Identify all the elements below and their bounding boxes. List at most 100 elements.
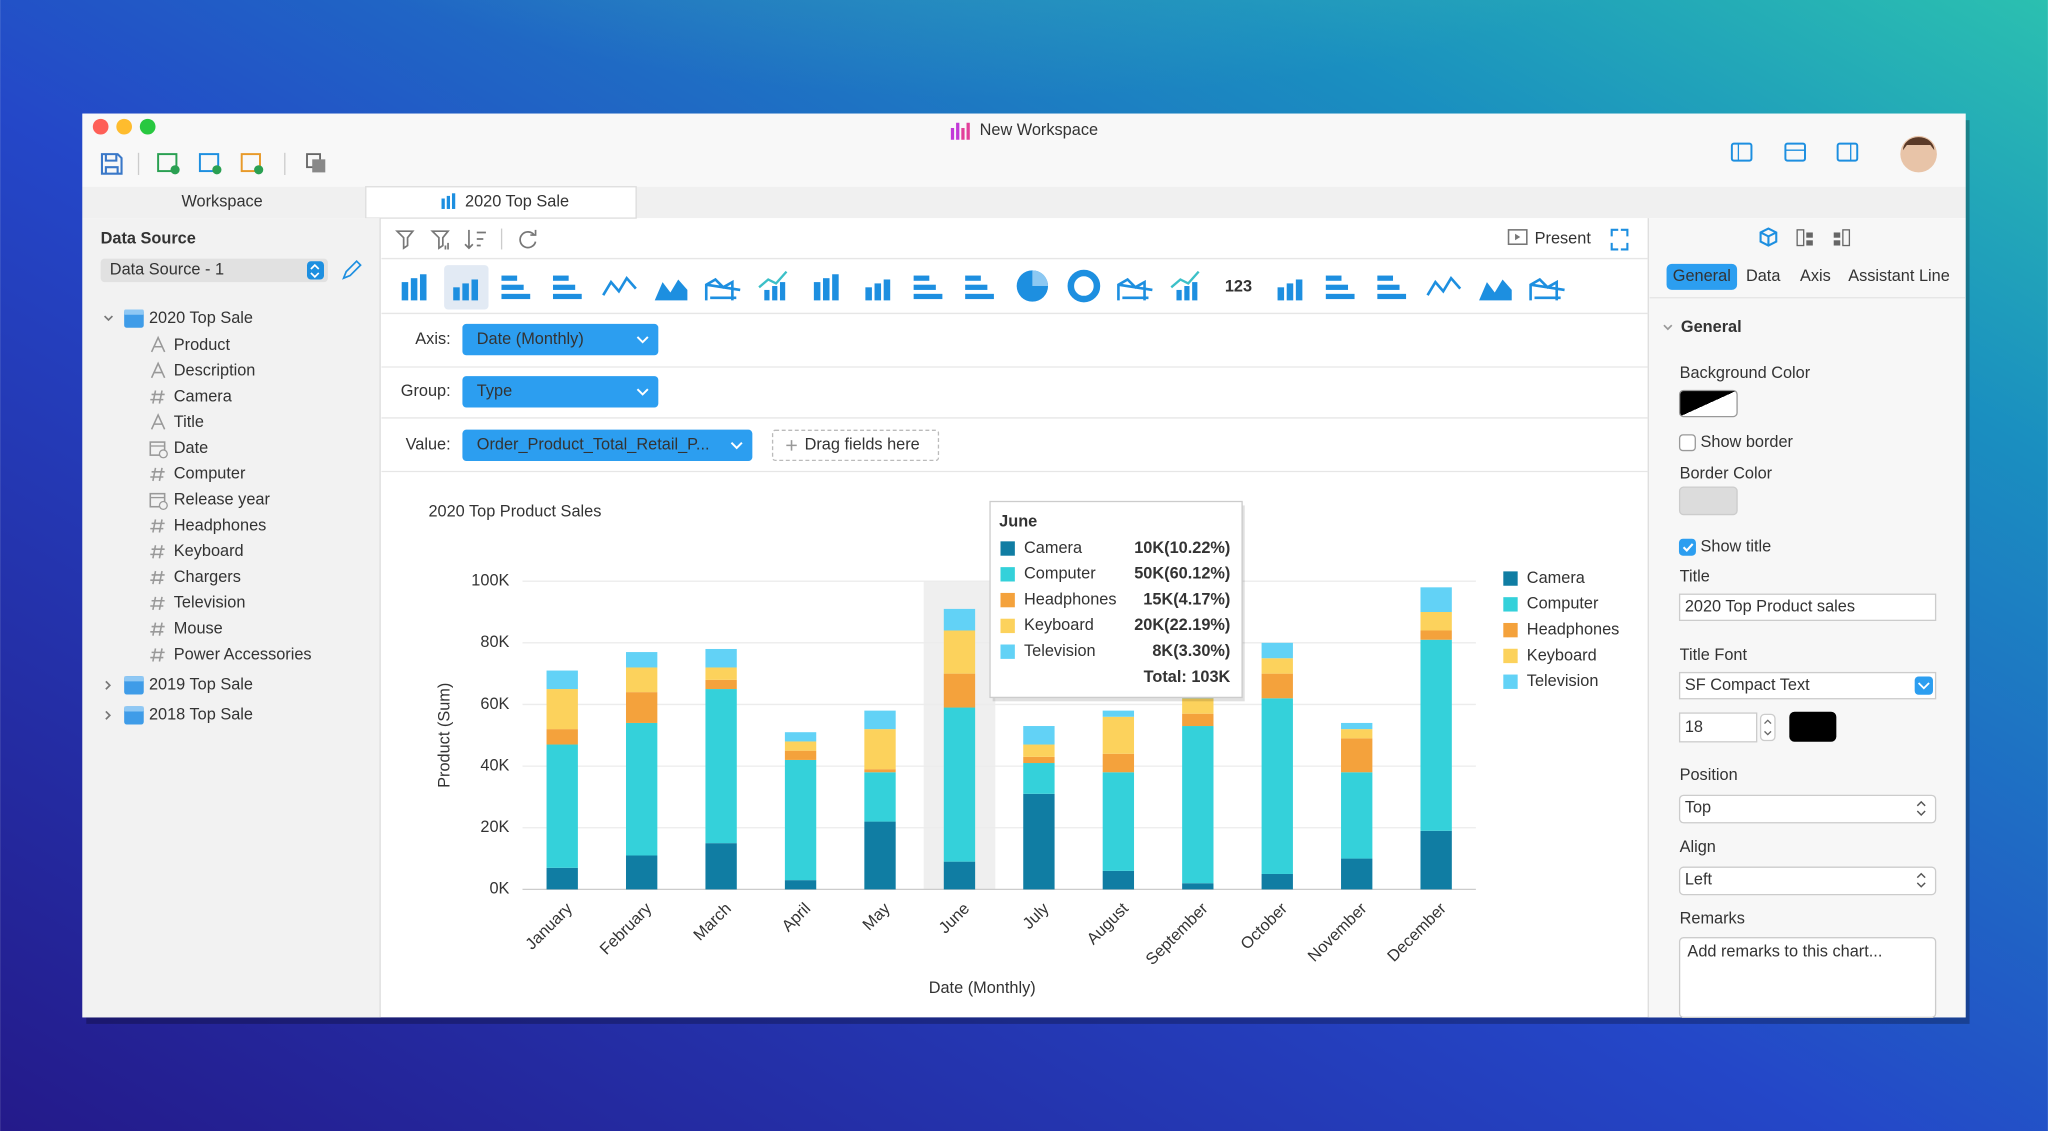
chart-type-icon[interactable]: [704, 277, 741, 301]
chart-type-icon[interactable]: 123: [1225, 278, 1252, 296]
layout-toggle[interactable]: [1730, 142, 1753, 162]
field-item[interactable]: Keyboard: [174, 542, 244, 560]
panel-icon[interactable]: [1759, 227, 1778, 247]
chart-type-icon[interactable]: [1529, 277, 1565, 301]
chart-type-icon[interactable]: [453, 287, 460, 301]
chart-type-icon[interactable]: [401, 282, 409, 301]
panel-tab[interactable]: Axis: [1800, 267, 1831, 285]
legend-label[interactable]: Camera: [1527, 569, 1586, 587]
font-size-stepper[interactable]: [1759, 713, 1776, 742]
panel-tab[interactable]: General: [1673, 267, 1731, 285]
refresh-icon[interactable]: [519, 229, 537, 249]
filter-icon[interactable]: [395, 230, 415, 250]
chart-type-icon[interactable]: [1377, 275, 1394, 281]
chart-type-icon[interactable]: [1184, 286, 1190, 301]
chart-type-icon[interactable]: [1479, 279, 1512, 301]
chart-type-icon[interactable]: [1192, 282, 1198, 301]
legend-label[interactable]: Television: [1527, 672, 1599, 690]
font-select[interactable]: [1678, 671, 1937, 700]
shelf-pill[interactable]: [462, 376, 659, 408]
chart-type-icon[interactable]: [1426, 275, 1462, 296]
checkbox[interactable]: [1678, 538, 1696, 556]
shelf-pill[interactable]: [462, 323, 659, 356]
legend-label[interactable]: Computer: [1527, 595, 1599, 613]
toolbar-icon[interactable]: [240, 153, 261, 173]
chart-type-icon[interactable]: [779, 282, 786, 301]
drop-zone[interactable]: [771, 429, 940, 462]
minimize-button[interactable]: [116, 118, 132, 135]
select[interactable]: [1678, 794, 1937, 824]
chart-type-icon[interactable]: [1277, 287, 1285, 301]
remarks-input[interactable]: [1678, 937, 1937, 1019]
chart-type-icon[interactable]: [501, 293, 531, 300]
chart-type-icon[interactable]: [552, 275, 569, 281]
data-source-select[interactable]: [100, 258, 328, 283]
field-item[interactable]: Headphones: [174, 516, 267, 534]
panel-tab[interactable]: Assistant Line: [1848, 267, 1950, 285]
zoom-button[interactable]: [139, 118, 156, 135]
toolbar-icon[interactable]: [157, 153, 178, 173]
chart-type-icon[interactable]: [1295, 279, 1303, 301]
chart-type-icon[interactable]: [1117, 277, 1153, 301]
chart-type-icon[interactable]: [410, 278, 418, 301]
select[interactable]: [1678, 866, 1937, 896]
chart-type-icon[interactable]: [471, 279, 479, 301]
chart-type-icon[interactable]: [764, 289, 770, 301]
tab-label[interactable]: Workspace: [181, 193, 262, 211]
chart-type-icon[interactable]: [1325, 293, 1355, 300]
present-button[interactable]: Present: [1535, 229, 1592, 247]
title-input[interactable]: [1678, 593, 1937, 622]
chart-type-icon[interactable]: [874, 283, 882, 301]
edit-icon[interactable]: [342, 260, 362, 280]
chart-type-icon[interactable]: [1176, 289, 1182, 301]
field-item[interactable]: Release year: [174, 491, 271, 509]
chart-type-icon[interactable]: [1067, 269, 1101, 303]
field-item[interactable]: Television: [174, 594, 246, 612]
font-size-input[interactable]: [1678, 712, 1758, 743]
field-item[interactable]: Computer: [174, 465, 246, 483]
layout-toggle[interactable]: [1784, 142, 1806, 162]
field-item[interactable]: Camera: [174, 387, 233, 405]
chart-type-icon[interactable]: [1286, 283, 1294, 301]
tree-node[interactable]: 2019 Top Sale: [149, 676, 253, 694]
active-tab[interactable]: [365, 186, 637, 219]
checkbox-label[interactable]: Show border: [1701, 433, 1794, 451]
chart-type-icon[interactable]: [501, 275, 518, 281]
chart-type-icon[interactable]: [1325, 275, 1342, 281]
panel-tab[interactable]: Data: [1746, 267, 1781, 285]
tree-node[interactable]: 2018 Top Sale: [149, 706, 253, 724]
chart-type-icon[interactable]: [1325, 284, 1349, 290]
chart-type-icon[interactable]: [1377, 293, 1407, 300]
panel-icon[interactable]: [1796, 229, 1805, 247]
close-button[interactable]: [92, 118, 109, 135]
chart-type-icon[interactable]: [462, 283, 469, 301]
toolbar-icon[interactable]: [198, 153, 220, 173]
checkbox-label[interactable]: Show title: [1701, 538, 1772, 556]
chart-type-icon[interactable]: [883, 279, 891, 301]
chart-type-icon[interactable]: [913, 293, 943, 300]
chart-type-icon[interactable]: [913, 284, 936, 290]
field-item[interactable]: Product: [174, 336, 231, 354]
field-item[interactable]: Mouse: [174, 619, 223, 637]
shelf-pill[interactable]: [462, 429, 753, 462]
field-item[interactable]: Chargers: [174, 568, 241, 586]
tree-chevron[interactable]: [105, 680, 111, 690]
window-icon[interactable]: [312, 159, 326, 173]
fullscreen-icon[interactable]: [1610, 228, 1629, 251]
font-color-swatch[interactable]: [1789, 711, 1837, 742]
legend-label[interactable]: Keyboard: [1527, 646, 1597, 664]
tree-chevron[interactable]: [105, 710, 111, 720]
chart-type-icon[interactable]: [772, 286, 778, 301]
chart-type-icon[interactable]: [832, 274, 839, 301]
chart-type-icon[interactable]: [1170, 270, 1200, 289]
chart-type-icon[interactable]: [419, 274, 427, 301]
chart-type-icon[interactable]: [552, 293, 582, 300]
field-item[interactable]: Title: [174, 413, 204, 431]
legend-label[interactable]: Headphones: [1527, 620, 1620, 638]
layout-toggle[interactable]: [1836, 142, 1859, 162]
tree-chevron[interactable]: [103, 315, 114, 322]
chart-type-icon[interactable]: [758, 270, 788, 289]
chart-type-icon[interactable]: [965, 284, 988, 290]
save-icon[interactable]: [100, 153, 123, 175]
checkbox[interactable]: [1678, 434, 1696, 452]
